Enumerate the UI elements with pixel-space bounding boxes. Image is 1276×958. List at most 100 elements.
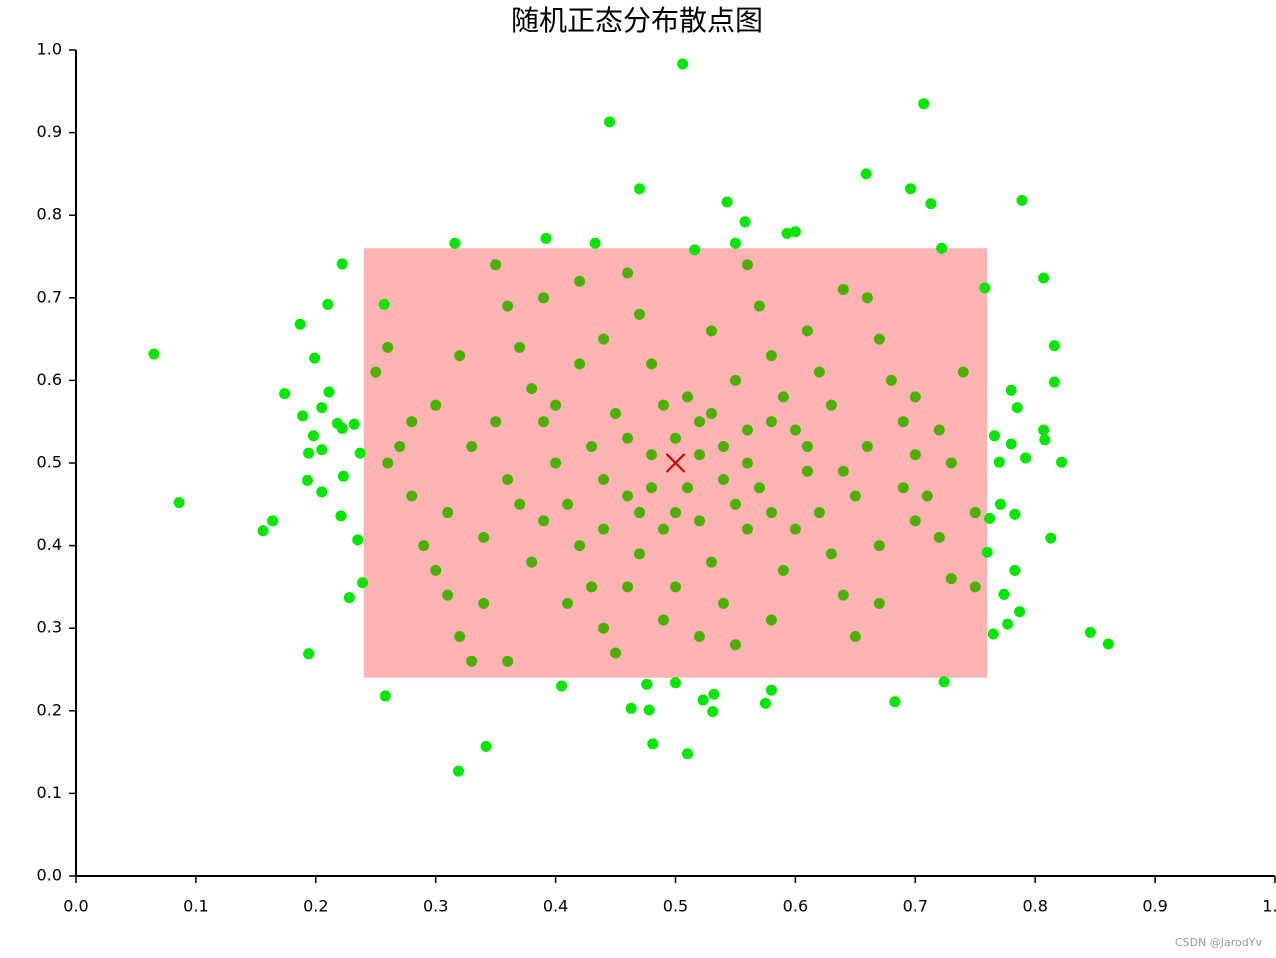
x-tick-label: 0.7 xyxy=(903,897,928,916)
point xyxy=(394,440,406,452)
point xyxy=(670,507,681,519)
point xyxy=(933,531,945,543)
point xyxy=(556,680,568,692)
point xyxy=(586,581,598,593)
point xyxy=(969,507,981,519)
watermark: CSDN @JarodYv xyxy=(1175,936,1263,949)
point xyxy=(813,507,825,519)
point xyxy=(598,622,610,634)
point xyxy=(646,449,658,461)
point xyxy=(452,765,464,777)
point xyxy=(430,399,442,411)
point xyxy=(646,482,658,494)
point xyxy=(801,440,813,452)
point xyxy=(480,740,492,752)
point xyxy=(622,490,634,502)
point xyxy=(1102,638,1114,650)
point xyxy=(574,540,586,552)
point xyxy=(538,416,550,428)
point xyxy=(323,386,335,398)
point xyxy=(604,116,616,128)
point xyxy=(984,512,996,524)
point xyxy=(348,418,360,430)
point xyxy=(765,614,777,626)
point xyxy=(406,490,418,502)
point xyxy=(781,227,793,239)
point xyxy=(634,308,646,320)
point xyxy=(1005,438,1017,450)
point xyxy=(466,440,478,452)
point xyxy=(1048,376,1060,388)
point xyxy=(825,399,837,411)
point xyxy=(550,457,562,469)
point xyxy=(759,697,771,709)
point xyxy=(753,300,765,312)
point xyxy=(502,300,514,312)
point xyxy=(442,507,454,519)
point xyxy=(336,258,348,270)
x-tick-label: 0.0 xyxy=(63,897,88,916)
point xyxy=(1038,424,1050,436)
point xyxy=(309,352,321,364)
x-tick-label: 0.4 xyxy=(543,897,568,916)
point xyxy=(303,648,315,660)
y-tick-label: 1.0 xyxy=(37,40,62,59)
point xyxy=(670,677,681,689)
point xyxy=(514,341,526,353)
point xyxy=(382,457,394,469)
point xyxy=(905,183,917,195)
point xyxy=(681,391,693,403)
point xyxy=(873,540,885,552)
point xyxy=(478,597,490,609)
point xyxy=(1020,452,1032,464)
point xyxy=(526,383,538,395)
point xyxy=(909,449,921,461)
point xyxy=(873,597,885,609)
point xyxy=(837,589,849,601)
x-tick-label: 0.9 xyxy=(1142,897,1167,916)
point xyxy=(837,465,849,477)
point xyxy=(717,597,729,609)
point xyxy=(1048,340,1060,352)
point xyxy=(873,333,885,345)
point xyxy=(753,482,765,494)
point xyxy=(849,490,861,502)
point xyxy=(909,515,921,527)
point xyxy=(765,507,777,519)
point xyxy=(993,456,1005,468)
x-tick-label: 0.1 xyxy=(183,897,208,916)
point xyxy=(490,416,502,428)
point xyxy=(717,440,729,452)
point xyxy=(705,407,717,419)
point xyxy=(988,430,1000,442)
point xyxy=(598,523,610,535)
point xyxy=(598,333,610,345)
point xyxy=(622,581,634,593)
point xyxy=(540,232,552,244)
point xyxy=(969,581,981,593)
point xyxy=(925,198,937,210)
point xyxy=(987,628,999,640)
point xyxy=(538,515,550,527)
point xyxy=(998,588,1010,600)
point xyxy=(741,259,753,271)
point xyxy=(741,457,753,469)
point xyxy=(777,391,789,403)
point xyxy=(316,444,328,456)
point xyxy=(697,694,709,706)
point xyxy=(574,358,586,370)
point xyxy=(538,292,550,304)
point xyxy=(777,564,789,576)
point xyxy=(454,630,466,642)
y-tick-label: 0.5 xyxy=(37,453,62,472)
point xyxy=(693,515,705,527)
point xyxy=(708,688,720,700)
point xyxy=(301,474,313,486)
point xyxy=(646,358,658,370)
point xyxy=(765,684,777,696)
point xyxy=(936,242,948,254)
point xyxy=(634,507,646,519)
point xyxy=(322,298,334,310)
point xyxy=(316,402,328,414)
point xyxy=(729,374,741,386)
